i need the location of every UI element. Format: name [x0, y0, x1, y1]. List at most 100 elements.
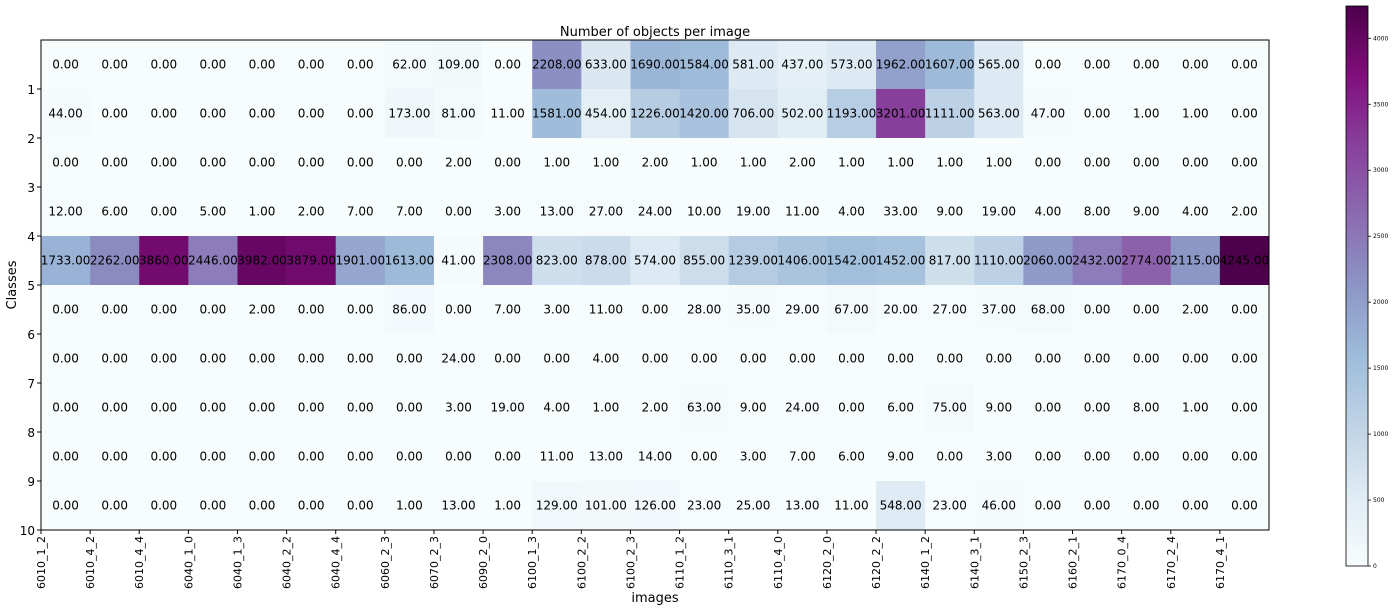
cell-value-label: 0.00	[298, 352, 325, 366]
cell-value-label: 0.00	[249, 156, 276, 170]
cell-value-label: 0.00	[1231, 156, 1258, 170]
cell-value-label: 0.00	[101, 352, 128, 366]
heatmap-cell	[286, 89, 337, 139]
cell-value-label: 6.00	[101, 205, 128, 219]
heatmap-cell	[41, 138, 91, 188]
heatmap-cell	[974, 89, 1024, 139]
cell-value-label: 0.00	[642, 303, 669, 317]
x-tick-label: 6110_4_0	[772, 536, 785, 589]
heatmap-cell	[630, 383, 680, 433]
cell-value-label: 0.00	[347, 499, 374, 513]
cell-value-label: 0.00	[494, 450, 521, 464]
cell-value-label: 24.00	[638, 205, 672, 219]
cell-value-label: 0.00	[200, 499, 227, 513]
cell-value-label: 0.00	[347, 156, 374, 170]
cell-value-label: 2262.00	[90, 254, 140, 268]
cell-value-label: 9.00	[1133, 205, 1160, 219]
cell-value-label: 0.00	[1231, 303, 1258, 317]
heatmap-cell	[237, 187, 287, 237]
cell-value-label: 13.00	[441, 499, 475, 513]
heatmap-cell	[384, 236, 435, 286]
heatmap-cell	[188, 138, 238, 188]
cell-value-label: 5.00	[200, 205, 227, 219]
cell-value-label: 24.00	[785, 401, 819, 415]
heatmap-cell	[826, 187, 877, 237]
heatmap-cell	[1121, 285, 1172, 335]
colorbar-tick-label: 2000	[1373, 299, 1388, 306]
cell-value-label: 1.00	[1182, 401, 1209, 415]
heatmap-cell	[483, 334, 533, 384]
y-axis-label: Classes	[5, 260, 20, 309]
heatmap-cell	[1023, 481, 1073, 531]
cell-value-label: 0.00	[150, 352, 177, 366]
heatmap-cell	[335, 40, 386, 90]
heatmap-cell	[139, 481, 189, 531]
heatmap-cell	[1219, 40, 1270, 90]
heatmap-cell	[433, 481, 484, 531]
cell-value-label: 0.00	[494, 352, 521, 366]
heatmap-cell	[1023, 383, 1073, 433]
heatmap-cell	[237, 89, 287, 139]
cell-value-label: 0.00	[200, 303, 227, 317]
heatmap-cell	[581, 481, 631, 531]
cell-value-label: 0.00	[887, 352, 914, 366]
cell-value-label: 0.00	[740, 352, 767, 366]
cell-value-label: 0.00	[396, 401, 423, 415]
cell-value-label: 1.00	[985, 156, 1012, 170]
y-tick-label: 4	[27, 230, 35, 244]
heatmap-cell	[728, 481, 779, 531]
cell-value-label: 0.00	[789, 352, 816, 366]
cell-value-label: 0.00	[936, 450, 963, 464]
heatmap-cell	[335, 236, 386, 286]
cell-value-label: 0.00	[1231, 352, 1258, 366]
cell-value-label: 0.00	[249, 58, 276, 72]
heatmap-cell	[876, 432, 926, 482]
cell-value-label: 8.00	[1133, 401, 1160, 415]
cell-value-label: 7.00	[494, 303, 521, 317]
heatmap-cell	[384, 40, 435, 90]
heatmap-cell	[581, 236, 631, 286]
heatmap-cell	[139, 187, 189, 237]
cell-value-label: 0.00	[1133, 156, 1160, 170]
heatmap-cell	[532, 40, 582, 90]
heatmap-cell	[188, 383, 238, 433]
heatmap-cell	[630, 138, 680, 188]
x-tick-label: 6060_2_3	[379, 536, 392, 589]
cell-value-label: 126.00	[634, 499, 676, 513]
heatmap-cell	[188, 481, 238, 531]
heatmap-cell	[433, 40, 484, 90]
cell-value-label: 0.00	[52, 401, 79, 415]
heatmap-cell	[41, 285, 91, 335]
cell-value-label: 0.00	[494, 58, 521, 72]
heatmap-cell	[679, 334, 729, 384]
cell-value-label: 0.00	[1182, 499, 1209, 513]
cell-value-label: 1.00	[887, 156, 914, 170]
heatmap-cell	[826, 383, 877, 433]
cell-value-label: 2432.00	[1072, 254, 1122, 268]
cell-value-label: 817.00	[929, 254, 971, 268]
heatmap-cell	[483, 138, 533, 188]
heatmap-cell	[237, 40, 287, 90]
x-tick-label: 6120_2_2	[870, 536, 883, 589]
x-tick-label: 6040_4_4	[330, 536, 343, 589]
heatmap-cell	[679, 138, 729, 188]
cell-value-label: 0.00	[150, 303, 177, 317]
cell-value-label: 1.00	[1133, 107, 1160, 121]
heatmap-cell	[237, 334, 287, 384]
cell-value-label: 109.00	[438, 58, 480, 72]
cell-value-label: 11.00	[785, 205, 819, 219]
cell-value-label: 1.00	[691, 156, 718, 170]
cell-value-label: 1.00	[593, 401, 620, 415]
heatmap-cell	[630, 40, 680, 90]
heatmap-cell	[777, 89, 828, 139]
cell-value-label: 62.00	[392, 58, 426, 72]
cell-value-label: 3.00	[445, 401, 472, 415]
cell-value-label: 1962.00	[876, 58, 926, 72]
heatmap-cell	[1072, 187, 1122, 237]
cell-value-label: 0.00	[150, 499, 177, 513]
cell-value-label: 3.00	[494, 205, 521, 219]
heatmap-cell	[188, 334, 238, 384]
cell-value-label: 0.00	[1133, 58, 1160, 72]
y-tick-label: 8	[27, 426, 35, 440]
cell-value-label: 1111.00	[925, 107, 975, 121]
